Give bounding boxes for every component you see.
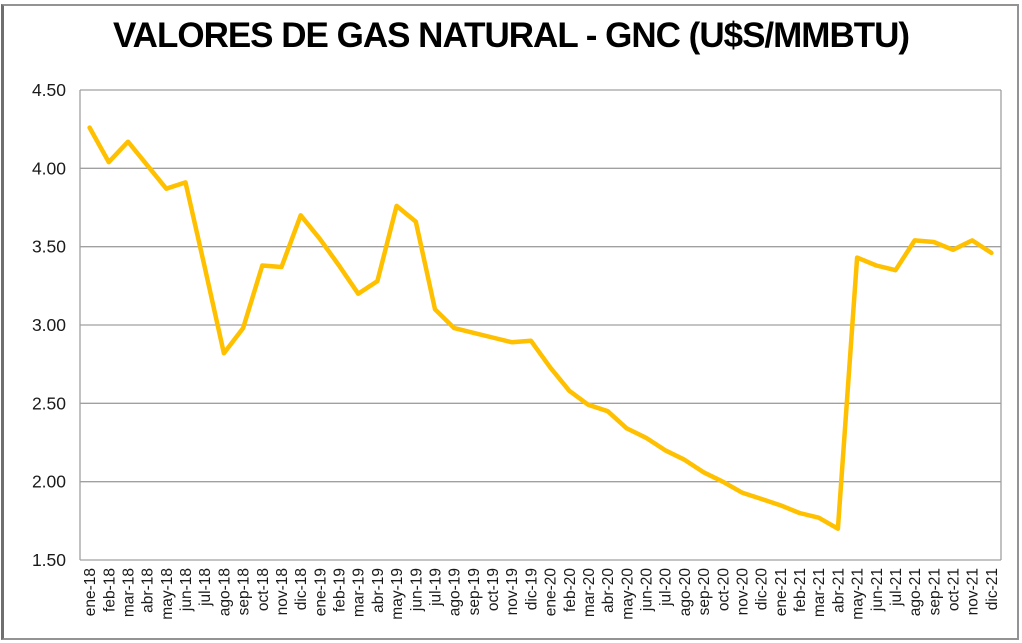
x-axis-tick-label: mar-21 <box>811 568 828 617</box>
x-axis-tick-label: abr-18 <box>140 568 157 613</box>
x-axis-tick-label: feb-21 <box>792 568 809 612</box>
x-axis-tick-label: dic-20 <box>754 568 771 611</box>
y-axis-tick-label: 3.00 <box>32 315 66 335</box>
x-axis-tick-label: sep-18 <box>236 568 253 615</box>
x-axis-tick-label: oct-19 <box>485 568 502 611</box>
price-series-line <box>87 125 994 531</box>
x-axis-tick-label: jul-21 <box>888 568 905 607</box>
y-axis-tick-label: 4.00 <box>32 158 66 178</box>
x-axis-tick-label: may-19 <box>389 568 406 620</box>
x-axis-tick-label: ene-21 <box>773 568 790 616</box>
x-axis-tick-label: dic-18 <box>293 568 310 610</box>
x-axis-tick-label: feb-19 <box>332 568 349 612</box>
x-axis-tick-label: abr-20 <box>600 568 617 613</box>
x-axis-tick-label: sep-19 <box>466 568 483 615</box>
x-axis-tick-label: oct-18 <box>255 568 272 611</box>
x-axis-tick-label: ago-18 <box>216 568 233 616</box>
x-axis-tick-label: oct-21 <box>946 568 963 611</box>
x-axis-tick-label: mar-18 <box>120 568 137 617</box>
x-axis-tick-label: may-20 <box>619 568 636 620</box>
x-axis-tick-label: jun-20 <box>639 568 656 612</box>
y-axis-tick-label: 2.00 <box>32 472 66 492</box>
x-axis-tick-label: jun-19 <box>408 568 425 612</box>
x-axis-tick-label: feb-20 <box>562 568 579 612</box>
x-axis-tick-label: nov-18 <box>274 568 291 615</box>
chart-title: VALORES DE GAS NATURAL - GNC (U$S/MMBTU) <box>112 16 910 55</box>
x-axis-tick-label: ago-19 <box>447 568 464 616</box>
x-axis-tick-label: ene-18 <box>82 568 99 616</box>
x-axis-tick-label: ago-20 <box>677 568 694 617</box>
x-axis-tick-label: nov-19 <box>504 568 521 615</box>
x-axis-tick-label: abr-21 <box>830 568 847 613</box>
x-axis-tick-label: ene-19 <box>312 568 329 616</box>
x-axis-tick-label: jul-19 <box>427 568 444 607</box>
x-axis-tick-label: mar-19 <box>351 568 368 617</box>
x-axis-tick-label: ago-21 <box>907 568 924 616</box>
x-axis-tick-label: feb-18 <box>101 568 118 612</box>
y-axis-tick-label: 3.50 <box>32 237 66 257</box>
x-axis-tick-label: may-18 <box>159 568 176 620</box>
x-axis-tick-label: may-21 <box>850 568 867 620</box>
chart-outer-frame <box>1 4 1019 640</box>
x-axis-tick-label: jun-21 <box>869 568 886 612</box>
x-axis-tick-label: jul-20 <box>658 568 675 607</box>
y-axis-tick-label: 2.50 <box>32 393 66 413</box>
x-axis-tick-label: sep-20 <box>696 568 713 616</box>
x-axis-tick-label: nov-21 <box>965 568 982 615</box>
y-axis-tick-label: 1.50 <box>32 550 66 570</box>
x-axis-tick-label: abr-19 <box>370 568 387 613</box>
x-axis-tick-label: sep-21 <box>926 568 943 615</box>
x-axis-tick-label: mar-20 <box>581 568 598 617</box>
x-axis-tick-label: dic-19 <box>523 568 540 610</box>
x-axis-tick-label: nov-20 <box>734 568 751 616</box>
x-axis-tick-label: ene-20 <box>543 568 560 617</box>
x-axis-tick-label: dic-21 <box>984 568 1001 610</box>
x-axis-tick-label: jul-18 <box>197 568 214 607</box>
y-axis-tick-label: 4.50 <box>32 80 66 100</box>
x-axis-tick-label: oct-20 <box>715 568 732 611</box>
x-axis-tick-label: jun-18 <box>178 568 195 612</box>
